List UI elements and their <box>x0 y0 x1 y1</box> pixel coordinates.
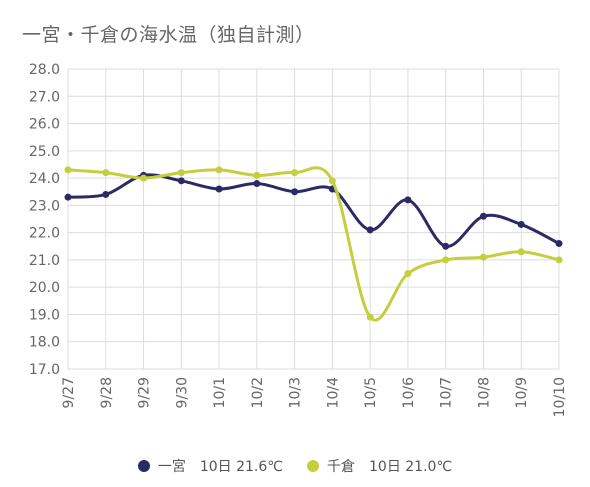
grid <box>67 68 560 370</box>
series <box>64 166 563 322</box>
data-point <box>140 174 148 182</box>
data-point <box>102 190 110 198</box>
data-point <box>366 226 374 234</box>
data-point <box>177 177 185 185</box>
data-point <box>64 166 72 174</box>
legend-marker-ichinomiya <box>137 460 150 472</box>
data-point <box>253 180 261 188</box>
data-point <box>102 169 110 177</box>
x-tick-label: 10/4 <box>325 377 341 409</box>
y-tick-label: 28.0 <box>29 62 60 78</box>
data-point <box>404 196 412 204</box>
x-tick-label: 10/8 <box>476 377 492 408</box>
y-tick-label: 20.0 <box>29 280 60 296</box>
x-tick-label: 10/6 <box>401 377 417 409</box>
y-tick-label: 22.0 <box>29 226 60 242</box>
data-point <box>291 169 299 177</box>
series-line-1 <box>67 166 560 322</box>
x-tick-label: 10/3 <box>288 377 304 408</box>
legend-summary: 10日 21.0℃ <box>369 459 453 475</box>
legend-summary: 10日 21.6℃ <box>199 459 283 475</box>
y-tick-label: 27.0 <box>29 89 60 105</box>
y-tick-label: 19.0 <box>29 307 60 323</box>
legend-item-chikura[interactable]: 千倉 10日 21.0℃ <box>307 456 452 476</box>
data-point <box>215 185 223 193</box>
x-tick-label: 10/5 <box>363 377 379 408</box>
x-tick-label: 10/1 <box>212 377 228 408</box>
data-point <box>517 248 525 256</box>
x-tick-label: 9/28 <box>99 377 115 408</box>
legend: 一宮 10日 21.6℃ 千倉 10日 21.0℃ <box>0 456 590 476</box>
x-axis-ticks: 9/27 9/28 9/29 9/30 10/1 10/2 10/3 10/4 10/5 10/6… <box>61 377 568 417</box>
data-point <box>177 169 185 177</box>
y-tick-label: 26.0 <box>29 117 60 133</box>
data-point <box>291 188 299 196</box>
series-line-0 <box>67 173 560 248</box>
x-tick-label: 10/10 <box>552 377 568 417</box>
y-tick-label: 17.0 <box>29 362 60 378</box>
legend-marker-chikura <box>307 460 319 472</box>
data-point <box>442 242 450 250</box>
data-point <box>555 240 563 248</box>
data-point <box>555 256 563 264</box>
legend-name: 千倉 <box>327 459 355 475</box>
data-point <box>404 270 412 278</box>
data-point <box>215 166 223 174</box>
x-tick-label: 9/27 <box>61 377 77 408</box>
data-point <box>366 313 374 321</box>
legend-item-ichinomiya[interactable]: 一宮 10日 21.6℃ <box>137 456 283 476</box>
data-point <box>253 171 261 179</box>
x-tick-label: 9/30 <box>174 377 190 408</box>
y-tick-label: 25.0 <box>29 144 60 160</box>
data-point <box>442 256 450 264</box>
data-point <box>479 253 487 261</box>
chart-title: 一宮・千倉の海水温（独自計測） <box>22 24 315 46</box>
data-point <box>328 177 336 185</box>
y-tick-label: 21.0 <box>29 253 60 269</box>
x-tick-label: 10/2 <box>250 377 266 408</box>
y-tick-label: 24.0 <box>29 171 60 187</box>
y-tick-label: 18.0 <box>29 335 60 351</box>
legend-name: 一宮 <box>157 459 186 475</box>
x-tick-label: 10/7 <box>439 377 455 408</box>
x-tick-label: 10/9 <box>514 377 530 408</box>
x-tick-label: 9/29 <box>137 377 153 408</box>
y-tick-label: 23.0 <box>29 198 60 214</box>
data-point <box>479 212 487 220</box>
data-point <box>517 220 525 228</box>
y-axis-ticks: 17.0 18.0 19.0 20.0 21.0 22.0 23.0 24.0 25.0 26.0… <box>29 62 60 378</box>
data-point <box>64 193 72 201</box>
